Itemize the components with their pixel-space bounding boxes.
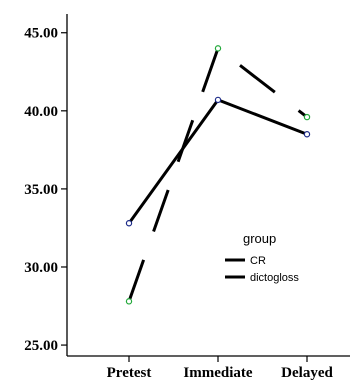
x-ticks: Pretest Immediate Delayed [107,356,333,381]
series-lines [127,46,308,302]
data-point-dictogloss [303,113,311,121]
y-tick-label: 30.00 [24,260,58,276]
series-line-dictogloss [127,46,308,302]
axes [66,14,350,357]
y-tick-label: 45.00 [24,26,58,42]
x-tick-label: Delayed [281,365,333,381]
legend-label-dictogloss: dictogloss [250,272,299,284]
legend-label-cr: CR [250,255,266,267]
data-point-cr [303,131,311,138]
y-tick-label: 35.00 [24,182,58,198]
legend: group CR dictogloss [225,231,299,284]
data-point-dictogloss [214,45,222,52]
x-tick-label: Pretest [107,365,152,381]
legend-title: group [243,231,276,246]
data-point-dictogloss [125,298,133,305]
y-tick-label: 25.00 [24,338,58,354]
series-points [125,45,311,305]
data-point-cr [214,96,222,104]
y-tick-label: 40.00 [24,104,58,120]
x-tick-label: Immediate [183,365,252,381]
y-ticks: 25.00 30.00 35.00 40.00 45.00 [24,26,67,354]
data-point-cr [125,220,133,227]
series-line-cr [127,98,308,225]
